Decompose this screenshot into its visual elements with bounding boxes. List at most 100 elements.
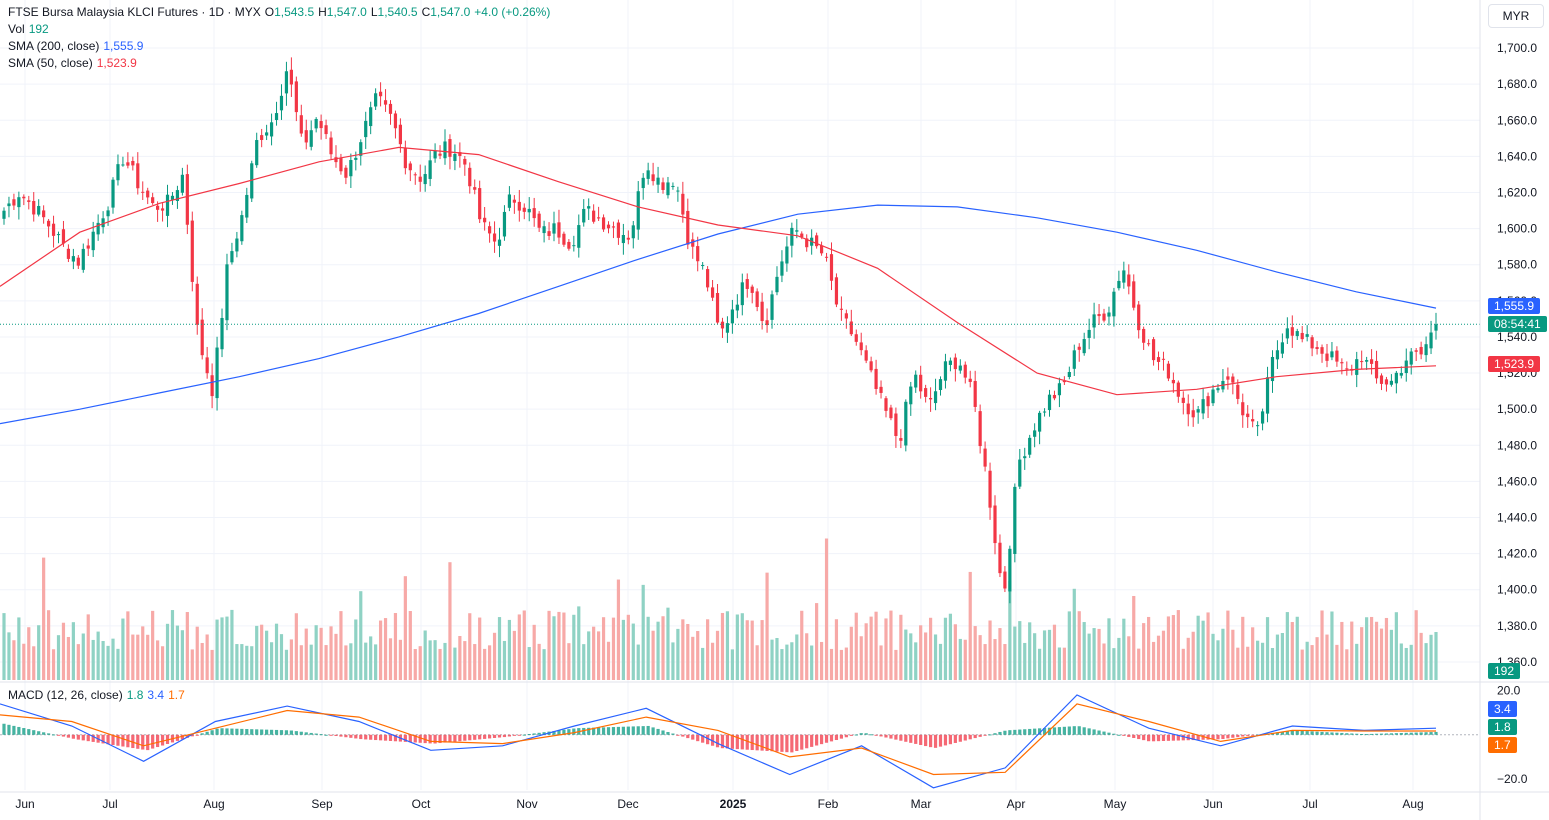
candle-body (839, 308, 843, 310)
macd-hist-bar (1389, 733, 1394, 735)
candle-body (160, 208, 165, 211)
macd-hist-bar (1330, 732, 1334, 735)
candle-body (998, 542, 1002, 574)
volume-bar (963, 639, 967, 680)
macd-hist-bar (1166, 734, 1171, 741)
candle-body (324, 125, 328, 135)
candle-body (22, 196, 26, 199)
macd-hist-bar (582, 727, 586, 735)
macd-hist-bar (725, 734, 730, 749)
candle-body (369, 107, 373, 127)
time-tick-label: Mar (911, 797, 932, 811)
macd-hist-bar (785, 734, 789, 753)
candle-body (304, 130, 308, 143)
candle-body (730, 309, 734, 324)
sma200-legend[interactable]: SMA (200, close) 1,555.9 (8, 38, 147, 55)
candle-body (928, 397, 933, 400)
candle-body (562, 233, 566, 245)
macd-hist-bar (1221, 734, 1225, 739)
macd-hist-bar (1379, 733, 1384, 735)
candle-body (988, 470, 992, 508)
volume-bar (27, 627, 31, 680)
macd-hist-bar (265, 729, 269, 735)
candle-body (106, 210, 110, 217)
macd-hist-bar (1419, 732, 1423, 735)
macd-hist-bar (1028, 728, 1032, 735)
macd-hist-bar (1414, 732, 1418, 735)
candle-body (1211, 389, 1215, 404)
macd-hist-bar (388, 734, 393, 741)
time-tick-label: Nov (516, 797, 537, 811)
volume-legend[interactable]: Vol 192 (8, 21, 53, 38)
volume-bar (1305, 641, 1309, 680)
volume-bar (1389, 629, 1394, 680)
volume-bar (76, 644, 80, 680)
candle-body (656, 177, 660, 185)
candle-body (66, 248, 71, 259)
candle-body (626, 237, 630, 240)
volume-bars (2, 538, 1438, 680)
volume-bar (943, 617, 948, 680)
macd-hist-bar (1042, 728, 1047, 735)
macd-hist-bar (220, 728, 224, 735)
macd-hist-bar (1216, 734, 1220, 740)
candle-body (205, 357, 209, 374)
candle-body (1241, 402, 1245, 416)
high-value: 1,547.0 (326, 5, 367, 19)
macd-legend[interactable]: MACD (12, 26, close) 1.8 3.4 1.7 (8, 687, 189, 704)
macd-hist-bar (1137, 734, 1141, 740)
volume-bar (324, 645, 328, 680)
candle-body (492, 233, 497, 242)
volume-bar (250, 646, 254, 680)
macd-hist-bar (943, 734, 948, 746)
candle-body (760, 301, 764, 322)
macd-hist-bar (1161, 734, 1166, 741)
candle-body (1365, 360, 1369, 362)
candle-body (1231, 376, 1235, 383)
candle-body (1067, 372, 1071, 378)
candle-body (834, 277, 839, 305)
currency-button[interactable]: MYR (1488, 4, 1544, 28)
macd-hist-bar (666, 731, 670, 735)
macd-hist-bar (795, 734, 799, 752)
macd-hist-bar (1315, 731, 1319, 735)
volume-bar (1122, 618, 1126, 680)
candle-body (56, 234, 61, 236)
macd-hist-bar (696, 734, 700, 742)
volume-bar (1409, 644, 1413, 680)
volume-bar (859, 636, 863, 680)
macd-hist-bar (1023, 729, 1027, 735)
volume-bar (1246, 646, 1250, 680)
macd-hist-bar (329, 734, 333, 736)
candle-body (413, 174, 417, 176)
candle-body (606, 224, 611, 229)
volume-bar (978, 635, 982, 680)
volume-bar (1360, 627, 1364, 680)
macd-hist-bar (408, 734, 412, 743)
macd-hist-bar (111, 734, 115, 745)
sma50-legend[interactable]: SMA (50, close) 1,523.9 (8, 55, 141, 72)
volume-bar (1166, 616, 1171, 680)
candle-body (587, 206, 591, 209)
candle-body (527, 208, 531, 213)
volume-bar (671, 642, 675, 680)
candle-body (582, 208, 586, 223)
macd-hist-bar (1295, 730, 1299, 735)
macd-hist-bar (116, 734, 120, 746)
volume-bar (393, 613, 398, 680)
volume-bar (532, 624, 536, 680)
candle-body (101, 218, 105, 228)
sma200-label: SMA (200, close) (8, 39, 100, 53)
candle-body (388, 103, 393, 114)
volume-bar (730, 649, 734, 680)
candle-body (502, 211, 507, 237)
macd-hist-bar (374, 734, 378, 741)
macd-hist-bar (185, 734, 189, 738)
volume-bar (1236, 647, 1240, 680)
symbol-title[interactable]: FTSE Bursa Malaysia KLCI Futures · 1D · … (8, 5, 261, 19)
candle-body (190, 220, 194, 282)
volume-bar (720, 612, 725, 680)
candle-body (790, 227, 794, 246)
candle-body (265, 132, 269, 136)
